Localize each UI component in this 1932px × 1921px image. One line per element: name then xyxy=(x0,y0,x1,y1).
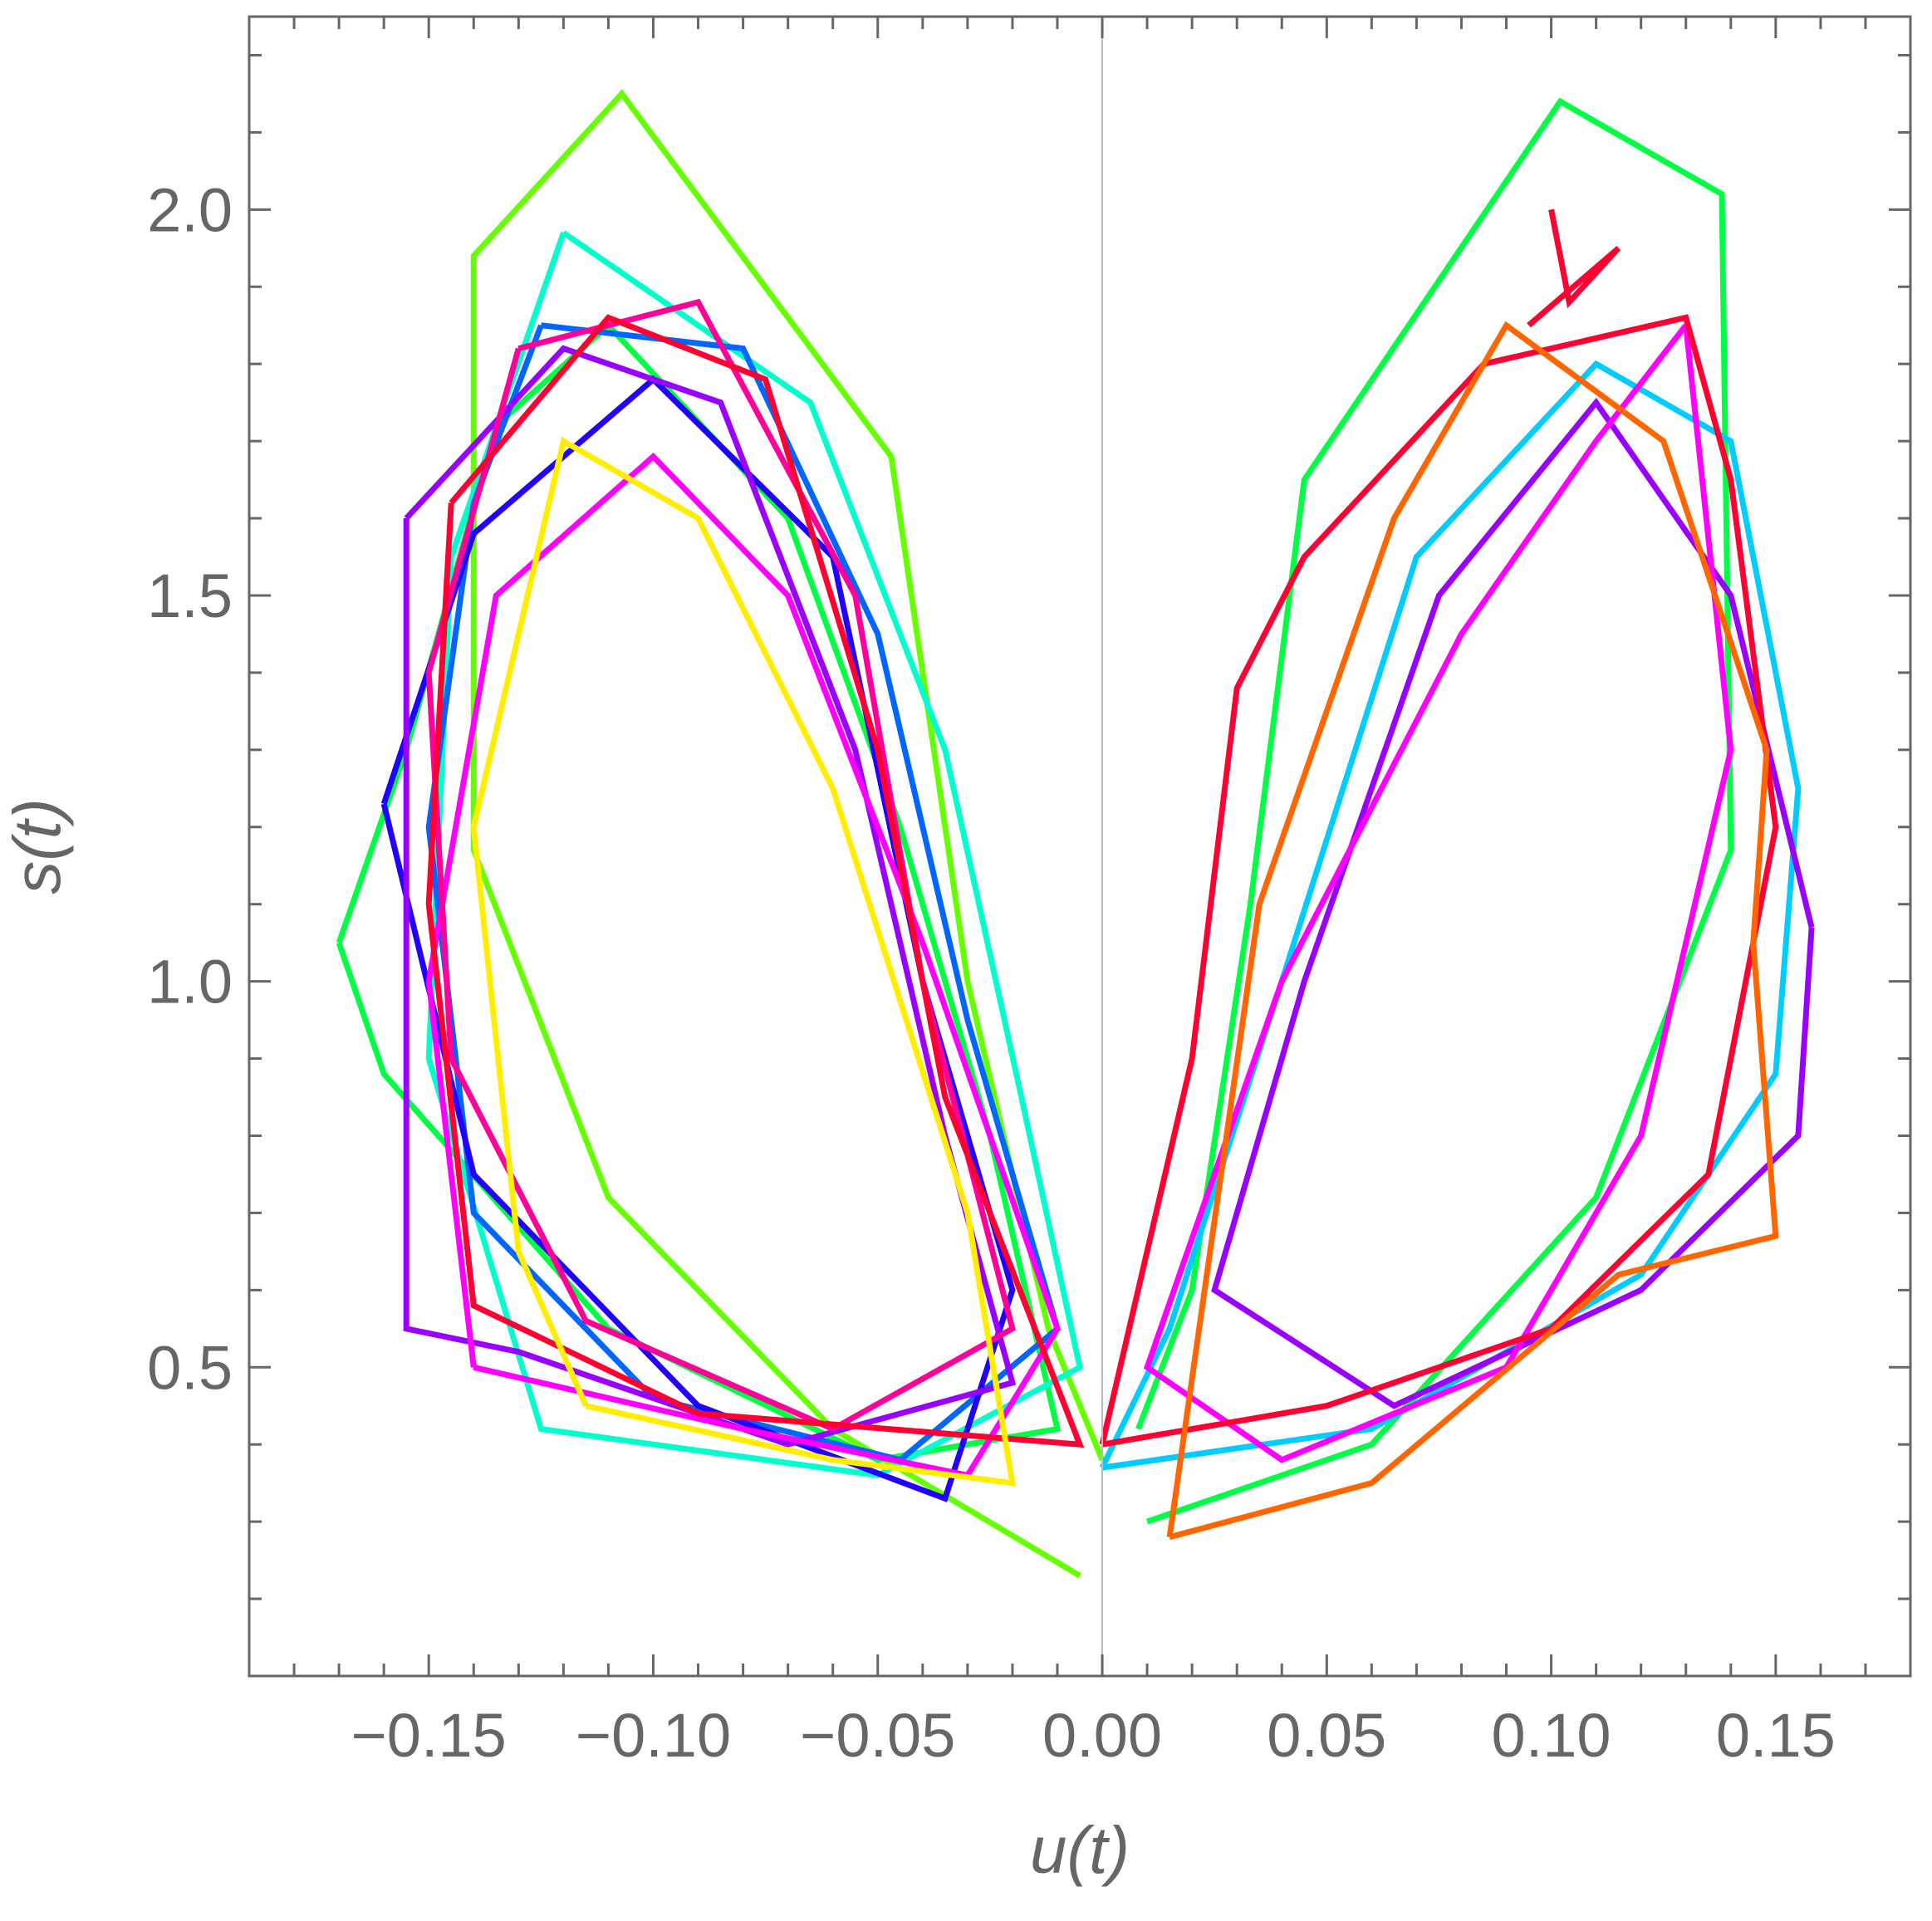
trajectory-series-8 xyxy=(403,345,1017,1448)
x-axis-label: u(t) xyxy=(1030,1813,1130,1887)
x-tick-label: 0.00 xyxy=(1042,1701,1162,1770)
trajectory-series-14 xyxy=(1099,314,1779,1448)
trajectory-series-10 xyxy=(425,452,1061,1479)
x-tick-label: −0.05 xyxy=(800,1701,955,1770)
x-tick-label: 0.05 xyxy=(1267,1701,1386,1770)
x-tick-label: 0.15 xyxy=(1716,1701,1836,1770)
y-axis-tick-labels: 0.5 1.0 1.5 2.0 xyxy=(147,175,233,1402)
y-tick-label: 0.5 xyxy=(147,1333,233,1402)
trajectory-series-11 xyxy=(1143,323,1734,1463)
y-tick-label: 1.0 xyxy=(147,948,233,1017)
trajectory-series-7 xyxy=(380,375,1016,1502)
x-axis-tick-labels: −0.15 −0.10 −0.05 0.00 0.05 0.10 0.15 xyxy=(351,1701,1836,1770)
y-tick-label: 1.5 xyxy=(147,561,233,630)
y-axis-label: s(t) xyxy=(0,798,74,894)
trajectory-series-13 xyxy=(425,314,1085,1448)
trajectory-series-16 xyxy=(1166,321,1779,1541)
trajectory-series-17 xyxy=(470,436,1017,1487)
trajectory-series-15 xyxy=(1527,208,1621,328)
trajectory-series-9 xyxy=(1211,397,1815,1409)
trajectory-series-12 xyxy=(425,298,1016,1433)
x-axis-ticks xyxy=(248,17,1912,1676)
x-tick-label: 0.10 xyxy=(1492,1701,1611,1770)
plot-frame xyxy=(248,15,1912,1678)
y-tick-label: 2.0 xyxy=(147,175,233,244)
trajectory-series-2 xyxy=(1135,97,1734,1525)
x-tick-label: −0.10 xyxy=(576,1701,731,1770)
trajectory-series-4 xyxy=(425,230,1083,1479)
trajectory-series-layer xyxy=(336,89,1815,1579)
x-tick-label: −0.15 xyxy=(351,1701,507,1770)
y-axis-ticks xyxy=(249,53,1910,1678)
